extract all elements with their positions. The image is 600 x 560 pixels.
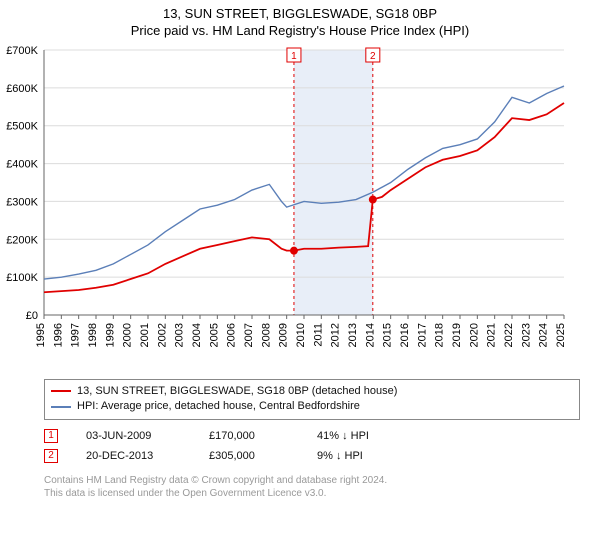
svg-text:2007: 2007 — [243, 323, 255, 347]
title-line-1: 13, SUN STREET, BIGGLESWADE, SG18 0BP — [0, 6, 600, 23]
svg-text:1999: 1999 — [104, 323, 116, 347]
svg-text:£700K: £700K — [6, 45, 38, 57]
svg-text:2022: 2022 — [503, 323, 515, 347]
svg-text:2010: 2010 — [295, 323, 307, 347]
svg-text:2009: 2009 — [278, 323, 290, 347]
event-date: 03-JUN-2009 — [86, 430, 181, 442]
legend-item: HPI: Average price, detached house, Cent… — [51, 399, 573, 414]
event-marker-icon: 1 — [44, 429, 58, 443]
legend-item: 13, SUN STREET, BIGGLESWADE, SG18 0BP (d… — [51, 384, 573, 399]
svg-text:2012: 2012 — [330, 323, 342, 347]
svg-text:1: 1 — [291, 51, 297, 62]
svg-text:2002: 2002 — [156, 323, 168, 347]
svg-text:£100K: £100K — [6, 272, 38, 284]
svg-text:£500K: £500K — [6, 120, 38, 132]
svg-text:2008: 2008 — [260, 323, 272, 347]
svg-text:2020: 2020 — [468, 323, 480, 347]
title-block: 13, SUN STREET, BIGGLESWADE, SG18 0BP Pr… — [0, 0, 600, 40]
event-change: 41% ↓ HPI — [317, 430, 397, 442]
svg-text:£400K: £400K — [6, 158, 38, 170]
svg-text:£300K: £300K — [6, 196, 38, 208]
legend: 13, SUN STREET, BIGGLESWADE, SG18 0BP (d… — [44, 379, 580, 420]
footer-line-1: Contains HM Land Registry data © Crown c… — [44, 474, 580, 487]
event-marker-icon: 2 — [44, 449, 58, 463]
svg-text:2024: 2024 — [538, 323, 550, 347]
svg-text:2001: 2001 — [139, 323, 151, 347]
svg-text:2021: 2021 — [486, 323, 498, 347]
event-row: 2 20-DEC-2013 £305,000 9% ↓ HPI — [44, 446, 580, 466]
svg-text:2015: 2015 — [382, 323, 394, 347]
svg-text:2000: 2000 — [122, 323, 134, 347]
legend-swatch — [51, 406, 71, 408]
svg-text:2023: 2023 — [520, 323, 532, 347]
svg-text:2018: 2018 — [434, 323, 446, 347]
legend-label: HPI: Average price, detached house, Cent… — [77, 399, 360, 414]
svg-text:2016: 2016 — [399, 323, 411, 347]
legend-swatch — [51, 390, 71, 392]
svg-text:2: 2 — [370, 51, 376, 62]
svg-text:1995: 1995 — [35, 323, 47, 347]
svg-text:2004: 2004 — [191, 323, 203, 347]
svg-text:2014: 2014 — [364, 323, 376, 347]
event-price: £170,000 — [209, 430, 289, 442]
svg-text:2003: 2003 — [174, 323, 186, 347]
event-price: £305,000 — [209, 450, 289, 462]
svg-text:2017: 2017 — [416, 323, 428, 347]
legend-label: 13, SUN STREET, BIGGLESWADE, SG18 0BP (d… — [77, 384, 397, 399]
svg-text:£0: £0 — [26, 310, 38, 322]
svg-text:2005: 2005 — [208, 323, 220, 347]
event-change: 9% ↓ HPI — [317, 450, 397, 462]
svg-text:£200K: £200K — [6, 234, 38, 246]
event-date: 20-DEC-2013 — [86, 450, 181, 462]
svg-text:1998: 1998 — [87, 323, 99, 347]
svg-text:2011: 2011 — [312, 323, 324, 347]
svg-text:2006: 2006 — [226, 323, 238, 347]
chart: £0 £100K £200K £300K £400K £500K £600K £700K 199… — [0, 40, 600, 375]
svg-text:2025: 2025 — [555, 323, 567, 347]
title-line-2: Price paid vs. HM Land Registry's House … — [0, 23, 600, 40]
event-row: 1 03-JUN-2009 £170,000 41% ↓ HPI — [44, 426, 580, 446]
svg-text:2013: 2013 — [347, 323, 359, 347]
footer-line-2: This data is licensed under the Open Gov… — [44, 487, 580, 500]
svg-text:2019: 2019 — [451, 323, 463, 347]
svg-text:1996: 1996 — [52, 323, 64, 347]
events-table: 1 03-JUN-2009 £170,000 41% ↓ HPI 2 20-DE… — [44, 426, 580, 466]
svg-text:£600K: £600K — [6, 83, 38, 95]
svg-text:1997: 1997 — [70, 323, 82, 347]
footer: Contains HM Land Registry data © Crown c… — [44, 474, 580, 500]
